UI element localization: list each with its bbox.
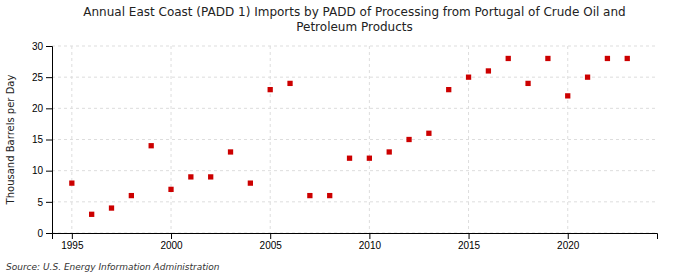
point — [248, 180, 253, 185]
point — [367, 156, 372, 161]
x-tick: 2010 — [359, 233, 382, 251]
plot-area: 1995 2000 2005 2010 2015 2020 0 5 10 15 20 25 30 — [32, 41, 658, 251]
x-axis: 1995 2000 2005 2010 2015 2020 — [53, 233, 658, 251]
point — [565, 93, 570, 98]
point — [466, 75, 471, 80]
x-tick: 2005 — [260, 233, 283, 251]
x-axis-line — [53, 234, 658, 240]
y-tick-label: 5 — [37, 197, 43, 208]
y-tick: 30 — [32, 41, 52, 52]
y-tick-label: 0 — [37, 228, 43, 239]
x-tick-mark — [369, 233, 370, 239]
y-tick-mark — [46, 77, 52, 78]
y-grid-line — [52, 201, 657, 202]
point — [307, 193, 312, 198]
x-tick-label: 2000 — [160, 240, 183, 251]
x-tick-mark — [171, 233, 172, 239]
y-tick-label: 25 — [32, 72, 44, 83]
x-grid-line — [71, 46, 72, 233]
point — [89, 212, 94, 217]
points — [69, 56, 630, 217]
x-tick-mark — [469, 233, 470, 239]
point — [347, 156, 352, 161]
point — [387, 149, 392, 154]
x-tick: 2020 — [557, 233, 580, 251]
point — [506, 56, 511, 61]
y-tick-mark — [46, 233, 52, 234]
point — [585, 75, 590, 80]
point — [446, 87, 451, 92]
point — [109, 205, 114, 210]
point — [129, 193, 134, 198]
y-grid-line — [52, 170, 657, 171]
source: Source: U.S. Energy Information Administ… — [6, 262, 220, 272]
point — [625, 56, 630, 61]
x-grid-line — [468, 46, 469, 233]
x-tick-mark — [72, 233, 73, 239]
y-tick: 25 — [32, 72, 52, 83]
point — [168, 187, 173, 192]
grid — [52, 46, 657, 233]
x-tick-label: 2020 — [557, 240, 580, 251]
x-tick-label: 1995 — [61, 240, 84, 251]
y-axis-title: Thousand Barrels per Day — [5, 75, 16, 206]
y-tick-mark — [46, 46, 52, 47]
y-grid-line — [52, 108, 657, 109]
title-line: Petroleum Products — [296, 20, 413, 34]
x-tick: 2000 — [160, 233, 183, 251]
point — [486, 68, 491, 73]
chart: 1995 2000 2005 2010 2015 2020 0 5 10 15 20 25 30 Annu… — [0, 0, 675, 275]
x-grid-line — [171, 46, 172, 233]
title: Annual East Coast (PADD 1) Imports by PA… — [83, 5, 625, 34]
x-grid-line — [270, 46, 271, 233]
point — [287, 81, 292, 86]
point — [525, 81, 530, 86]
point — [545, 56, 550, 61]
point — [605, 56, 610, 61]
point — [69, 180, 74, 185]
y-tick-mark — [46, 140, 52, 141]
point — [268, 87, 273, 92]
y-axis: 0 5 10 15 20 25 30 — [32, 41, 53, 239]
y-tick: 15 — [32, 134, 52, 145]
point — [327, 193, 332, 198]
x-tick-label: 2005 — [260, 240, 283, 251]
y-tick-label: 30 — [32, 41, 44, 52]
y-tick: 10 — [32, 165, 52, 176]
y-tick-mark — [46, 108, 52, 109]
x-tick-label: 2010 — [359, 240, 382, 251]
x-tick-mark — [270, 233, 271, 239]
title-line: Annual East Coast (PADD 1) Imports by PA… — [83, 5, 625, 19]
point — [188, 174, 193, 179]
y-tick: 5 — [37, 197, 52, 208]
y-tick-label: 15 — [32, 134, 44, 145]
point — [149, 143, 154, 148]
point — [208, 174, 213, 179]
point — [228, 149, 233, 154]
point — [426, 131, 431, 136]
x-tick-mark — [568, 233, 569, 239]
y-tick: 0 — [37, 228, 52, 239]
x-tick: 2015 — [458, 233, 481, 251]
y-grid-line — [52, 46, 657, 47]
y-tick: 20 — [32, 103, 52, 114]
y-grid-line — [52, 77, 657, 78]
x-tick-label: 2015 — [458, 240, 481, 251]
y-axis-line — [46, 47, 53, 234]
x-tick: 1995 — [61, 233, 84, 251]
y-grid-line — [52, 139, 657, 140]
x-grid-line — [567, 46, 568, 233]
y-tick-label: 20 — [32, 103, 44, 114]
y-tick-mark — [46, 171, 52, 172]
y-tick-mark — [46, 202, 52, 203]
y-tick-label: 10 — [32, 165, 44, 176]
point — [406, 137, 411, 142]
x-grid-line — [369, 46, 370, 233]
